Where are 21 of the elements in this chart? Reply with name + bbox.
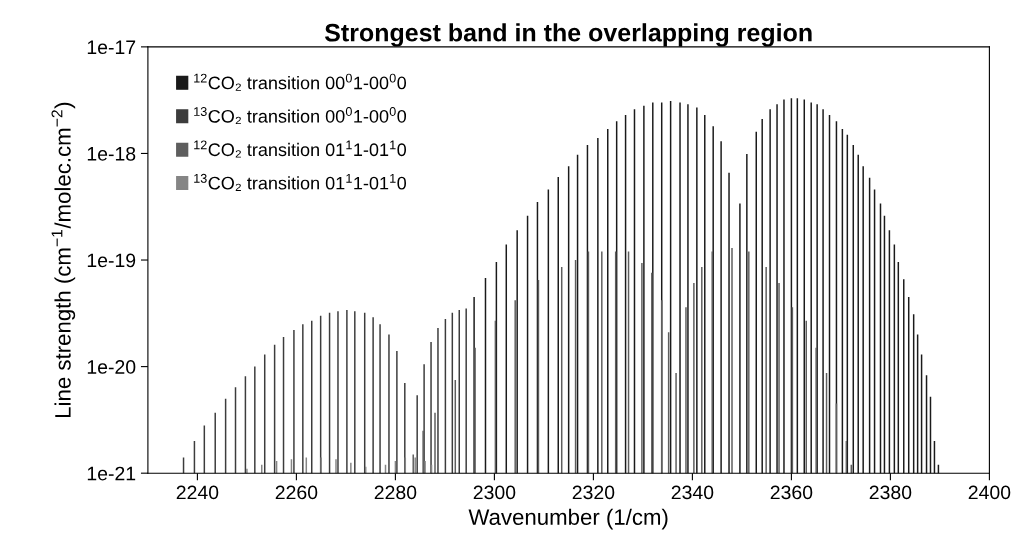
x-axis-title: Wavenumber (1/cm) <box>468 508 668 530</box>
x-tick-label: 2360 <box>770 485 813 500</box>
x-tick-label: 2260 <box>275 485 318 500</box>
x-tick-label: 2320 <box>572 485 615 500</box>
x-tick-label: 2380 <box>869 485 912 500</box>
y-tick-label: 1e-20 <box>87 360 136 374</box>
legend-label: $^{13}$CO₂ transition 01$^{1}$1-01$^{1}$0 <box>194 173 407 191</box>
y-axis-title: Line strength (cm$^{−1}$/molec.cm$^{−2}$) <box>51 102 76 417</box>
y-tick-label: 1e-21 <box>87 466 136 481</box>
x-tick-label: 2300 <box>473 485 516 500</box>
x-tick-label: 2400 <box>968 485 1011 500</box>
chart-title: Strongest band in the overlapping region <box>324 23 812 47</box>
y-tick-label: 1e-19 <box>87 253 136 268</box>
y-tick-label: 1e-17 <box>87 40 136 55</box>
legend-label: $^{13}$CO₂ transition 00$^{0}$1-00$^{0}$0 <box>194 107 407 125</box>
legend-label: $^{12}$CO₂ transition 01$^{1}$1-01$^{1}$0 <box>194 140 407 158</box>
x-tick-label: 2240 <box>176 485 219 500</box>
y-tick-label: 1e-18 <box>87 146 136 161</box>
x-tick-label: 2280 <box>374 485 417 500</box>
x-tick-label: 2340 <box>671 485 714 500</box>
legend-label: $^{12}$CO₂ transition 00$^{0}$1-00$^{0}$0 <box>194 73 407 91</box>
